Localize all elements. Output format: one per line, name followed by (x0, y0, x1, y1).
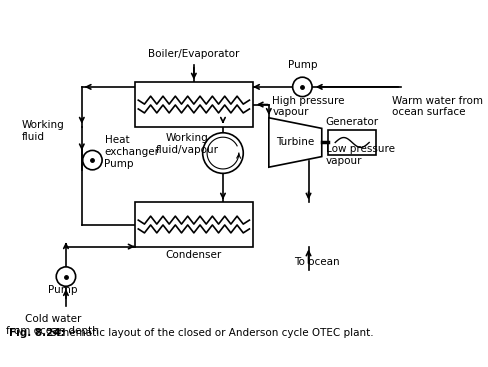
Polygon shape (268, 118, 321, 167)
Text: Cold water
from ocean depth: Cold water from ocean depth (6, 315, 99, 336)
Text: Boiler/Evaporator: Boiler/Evaporator (148, 49, 239, 59)
Circle shape (202, 133, 243, 173)
Text: Pump: Pump (103, 159, 133, 169)
Text: To ocean: To ocean (294, 257, 340, 267)
Bar (327, 130, 376, 155)
Text: Working
fluid: Working fluid (22, 120, 64, 142)
Text: Turbine: Turbine (276, 138, 314, 148)
Circle shape (56, 267, 76, 286)
Text: Working
fluid/vapour: Working fluid/vapour (155, 134, 218, 155)
Text: Pump: Pump (48, 285, 77, 295)
Text: Schematic layout of the closed or Anderson cycle OTEC plant.: Schematic layout of the closed or Anders… (46, 328, 372, 338)
Circle shape (292, 77, 311, 97)
Bar (135, 203, 252, 247)
Text: Heat
exchanger: Heat exchanger (104, 135, 160, 157)
Bar (135, 83, 252, 127)
Text: Pump: Pump (287, 60, 316, 70)
Text: Warm water from
ocean surface: Warm water from ocean surface (391, 96, 482, 117)
Text: Generator: Generator (325, 117, 378, 127)
Text: High pressure
vapour: High pressure vapour (272, 96, 344, 117)
Circle shape (82, 150, 102, 170)
Text: Low pressure
vapour: Low pressure vapour (325, 144, 394, 166)
Text: Fig. 8.24:: Fig. 8.24: (9, 328, 64, 338)
Text: Condenser: Condenser (165, 250, 222, 260)
